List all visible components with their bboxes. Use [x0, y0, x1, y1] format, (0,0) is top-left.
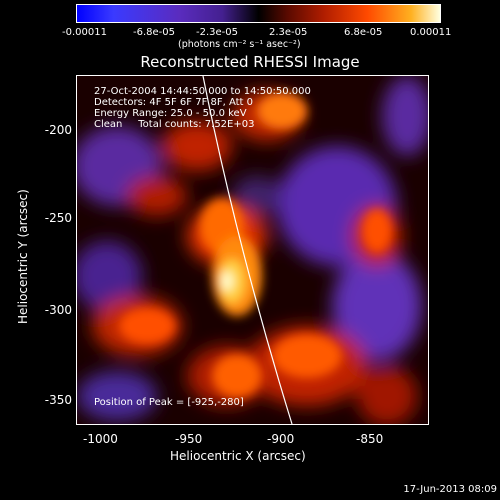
info-detectors: Detectors: 4F 5F 6F 7F 8F, Att 0 — [94, 97, 254, 108]
image-title: Reconstructed RHESSI Image — [140, 53, 360, 71]
rhessi-image — [76, 75, 429, 425]
footer-date: 17-Jun-2013 08:09 — [403, 484, 497, 495]
x-tick-label: -900 — [267, 432, 295, 446]
colorbar-tick: 6.8e-05 — [344, 27, 383, 38]
info-time-range: 27-Oct-2004 14:44:50.000 to 14:50:50.000 — [94, 86, 311, 97]
colorbar-tick: 2.3e-05 — [269, 27, 308, 38]
colorbar-tick: -0.00011 — [62, 27, 107, 38]
y-tick-label: -300 — [44, 303, 72, 317]
info-energy-range: Energy Range: 25.0 - 50.0 keV — [94, 108, 247, 119]
y-tick-label: -250 — [44, 211, 72, 225]
colorbar-tick: -6.8e-05 — [133, 27, 175, 38]
info-total-counts: Clean Total counts: 7.52E+03 — [94, 119, 255, 130]
y-axis-label: Heliocentric Y (arcsec) — [16, 189, 30, 324]
x-tick-label: -1000 — [83, 432, 118, 446]
peak-position: Position of Peak = [-925,-280] — [94, 397, 244, 408]
colorbar-unit: (photons cm⁻² s⁻¹ asec⁻²) — [178, 39, 301, 50]
rhessi-image-canvas — [77, 76, 428, 424]
x-tick-label: -950 — [175, 432, 203, 446]
x-tick-label: -850 — [356, 432, 384, 446]
y-tick-label: -350 — [44, 393, 72, 407]
colorbar-tick: -2.3e-05 — [196, 27, 238, 38]
x-axis-label: Heliocentric X (arcsec) — [170, 449, 306, 463]
colorbar-tick: 0.00011 — [410, 27, 452, 38]
y-tick-label: -200 — [44, 123, 72, 137]
colorbar — [76, 4, 441, 23]
solar-limb — [202, 76, 293, 424]
